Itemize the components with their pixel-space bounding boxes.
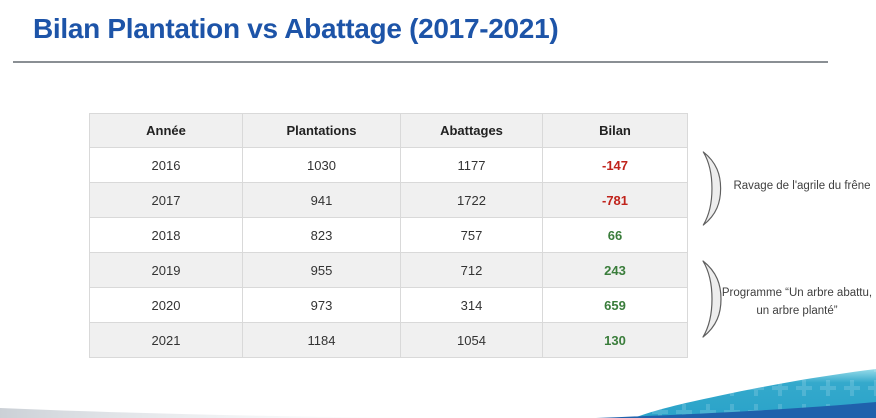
abattages-value: 1054 (400, 322, 543, 358)
table-row: 2021 1184 1054 130 (89, 322, 688, 358)
annee-value: 2018 (89, 217, 243, 253)
wave-dark-blue (596, 402, 876, 418)
bilan-value: 243 (542, 252, 688, 288)
column-header-annee: Année (89, 113, 243, 148)
table-row: 2018 823 757 66 (89, 217, 688, 253)
bilan-value: 659 (542, 287, 688, 323)
bilan-value: 130 (542, 322, 688, 358)
wave-shadow (0, 408, 430, 418)
abattages-value: 1722 (400, 182, 543, 218)
plantations-value: 973 (242, 287, 401, 323)
brace-ravage-icon (702, 151, 722, 226)
annee-value: 2019 (89, 252, 243, 288)
wave-teal-pattern (634, 369, 876, 418)
title-underline (13, 61, 828, 63)
annee-value: 2016 (89, 147, 243, 183)
abattages-value: 1177 (400, 147, 543, 183)
column-header-plantations: Plantations (242, 113, 401, 148)
bilan-table: Année Plantations Abattages Bilan 2016 1… (89, 113, 688, 358)
abattages-value: 712 (400, 252, 543, 288)
table-row: 2019 955 712 243 (89, 252, 688, 288)
annee-value: 2021 (89, 322, 243, 358)
bilan-value: -147 (542, 147, 688, 183)
annee-value: 2020 (89, 287, 243, 323)
brace-programme-icon (702, 260, 722, 338)
annotation-programme: Programme “Un arbre abattu, un arbre pla… (721, 287, 873, 318)
column-header-abattages: Abattages (400, 113, 543, 148)
table-header-row: Année Plantations Abattages Bilan (89, 113, 688, 148)
abattages-value: 314 (400, 287, 543, 323)
page-title: Bilan Plantation vs Abattage (2017-2021) (33, 13, 559, 44)
decorative-wave (0, 369, 876, 418)
bilan-value: 66 (542, 217, 688, 253)
column-header-bilan: Bilan (542, 113, 688, 148)
abattages-value: 757 (400, 217, 543, 253)
plantations-value: 1030 (242, 147, 401, 183)
bilan-value: -781 (542, 182, 688, 218)
annotation-ravage: Ravage de l'agrile du frêne (733, 180, 871, 192)
plantations-value: 955 (242, 252, 401, 288)
table-row: 2020 973 314 659 (89, 287, 688, 323)
annee-value: 2017 (89, 182, 243, 218)
plantations-value: 941 (242, 182, 401, 218)
plantations-value: 823 (242, 217, 401, 253)
table-row: 2016 1030 1177 -147 (89, 147, 688, 183)
table-row: 2017 941 1722 -781 (89, 182, 688, 218)
